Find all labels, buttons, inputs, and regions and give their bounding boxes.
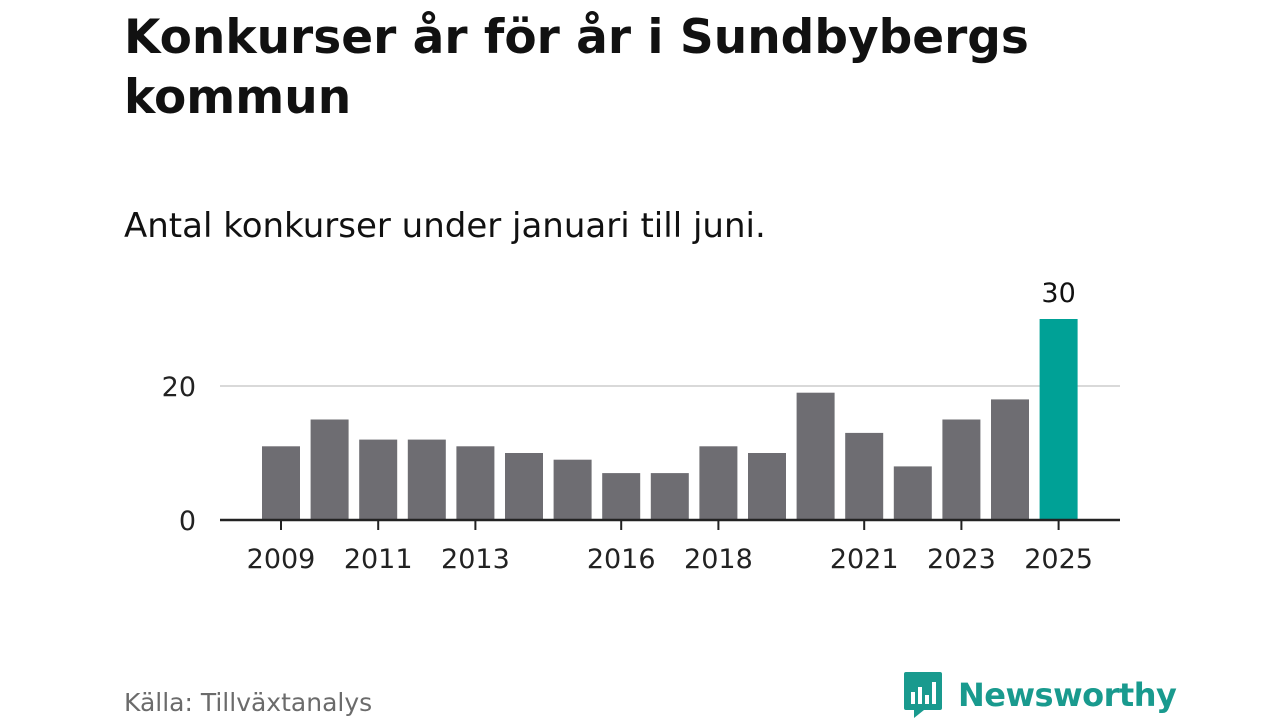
- newsworthy-logo: Newsworthy: [902, 670, 1177, 720]
- bar-2016: [602, 473, 641, 520]
- chart-subtitle: Antal konkurser under januari till juni.: [124, 206, 766, 246]
- bar-2017: [650, 473, 689, 520]
- bar-2021: [845, 432, 884, 520]
- x-tick-label-2013: 2013: [441, 544, 510, 575]
- brand-name: Newsworthy: [958, 676, 1177, 714]
- labels: 0 20 2009 2011 2013 2016 2018 2021 2023 2025 30: [162, 278, 1093, 575]
- x-tick-label-2009: 2009: [247, 544, 316, 575]
- source-note: Källa: Tillväxtanalys: [124, 688, 373, 717]
- data-label-2025: 30: [1041, 278, 1075, 309]
- x-tick-label-2016: 2016: [587, 544, 656, 575]
- x-tick-label-2011: 2011: [344, 544, 413, 575]
- bar-2020: [796, 392, 835, 520]
- bar-2010: [310, 419, 349, 520]
- bar-2023: [942, 419, 981, 520]
- bar-2024: [991, 399, 1029, 520]
- bar-2009: [262, 446, 300, 520]
- x-tick-label-2018: 2018: [684, 544, 753, 575]
- x-tick-label-2021: 2021: [830, 544, 899, 575]
- axes: [220, 518, 1120, 530]
- chart-title: Konkurser år för år i Sundbybergs kommun: [124, 10, 1029, 125]
- x-tick-label-2023: 2023: [927, 544, 996, 575]
- bar-2025: [1039, 319, 1078, 520]
- bar-chart-logo-icon: [904, 672, 942, 718]
- bar-2018: [699, 446, 738, 520]
- bar-2013: [456, 446, 495, 520]
- bar-2011: [359, 439, 398, 520]
- y-tick-label-0: 0: [179, 506, 196, 537]
- bar-2012: [407, 439, 446, 520]
- bar-2015: [553, 459, 592, 520]
- bar-2014: [505, 453, 543, 520]
- bar-chart: 0 20 2009 2011 2013 2016 2018 2021 2023 2025 30: [162, 278, 1120, 575]
- x-tick-label-2025: 2025: [1024, 544, 1093, 575]
- bars: [262, 319, 1078, 520]
- bar-2019: [748, 453, 786, 520]
- bar-2022: [893, 466, 932, 520]
- y-tick-label-20: 20: [162, 372, 196, 403]
